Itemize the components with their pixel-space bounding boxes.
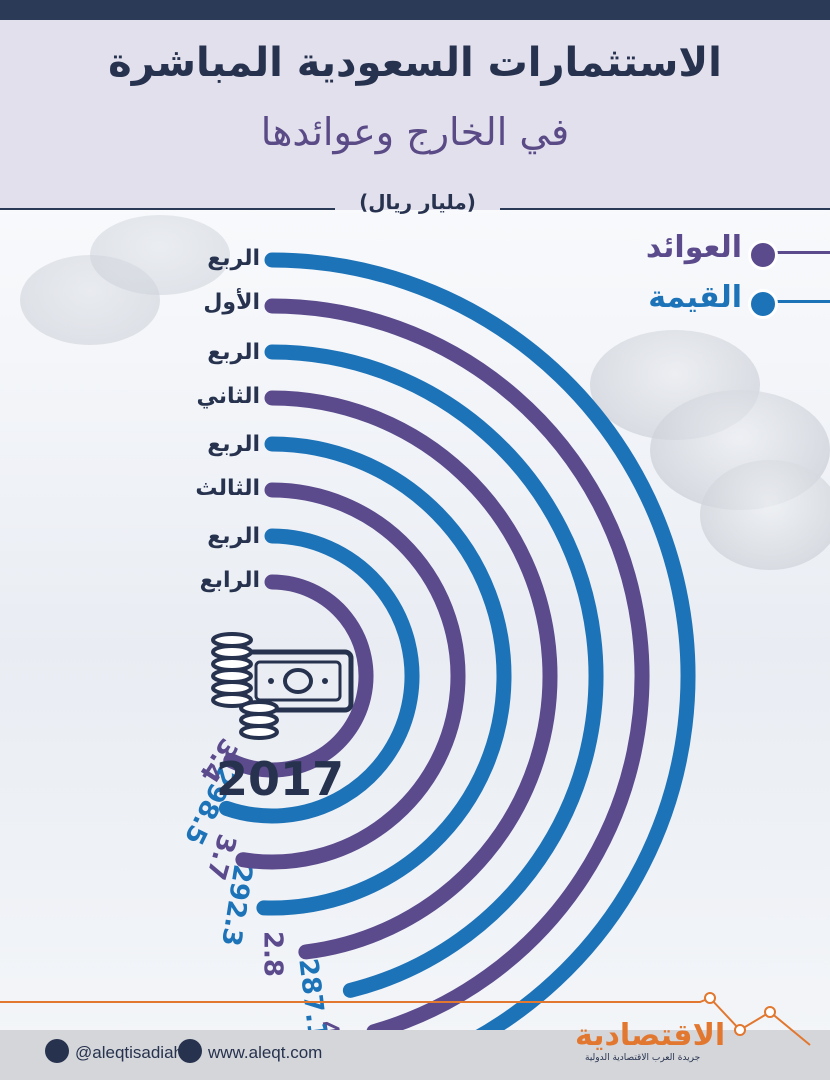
legend-returns-label: العوائد: [645, 230, 742, 265]
website-link[interactable]: www.aleqt.com: [208, 1043, 323, 1062]
arc-q2-returns: [264, 390, 558, 960]
arc-q3-value: [256, 436, 512, 916]
brand-tagline: جريدة العرب الاقتصادية الدولية: [585, 1053, 701, 1063]
arc-q4-value: [218, 528, 420, 824]
legend-returns-line: [760, 251, 830, 254]
money-icon: [211, 632, 354, 740]
quarter-label-q4-line2: الرابع: [199, 568, 260, 593]
twitter-handle[interactable]: @aleqtisadiah: [75, 1043, 183, 1062]
arc-q4-returns: [223, 574, 374, 778]
twitter-icon: [45, 1039, 69, 1063]
calculator-key-decoration: [90, 215, 230, 295]
unit-label: (مليار ريال): [359, 190, 476, 214]
quarter-label-q2-line2: الثاني: [196, 384, 260, 409]
legend-value-label: القيمة: [648, 280, 742, 315]
unit-divider-right: [500, 208, 830, 210]
coin-decoration: [700, 460, 830, 570]
arc-q2-value: [264, 344, 604, 998]
header-band: [0, 20, 830, 210]
top-bar: [0, 0, 830, 20]
quarter-label-q1-line1: الربع: [207, 246, 260, 271]
arc-q3-returns: [235, 482, 466, 870]
value-label-q2-returns: 2.8: [258, 931, 288, 977]
arc-q1-returns: [264, 298, 650, 1040]
legend-returns-dot: [748, 240, 778, 270]
globe-icon: [178, 1039, 202, 1063]
legend-value-line: [760, 300, 830, 303]
page-subtitle: في الخارج وعوائدها: [260, 110, 570, 154]
arc-q1-value: [264, 252, 696, 1064]
year-label: 2017: [215, 752, 345, 806]
brand-logo: الاقتصادية: [575, 1018, 726, 1053]
quarter-label-q3-line2: الثالث: [195, 476, 260, 501]
legend-value-dot: [748, 289, 778, 319]
quarter-label-q4-line1: الربع: [207, 524, 260, 549]
unit-divider-left: [0, 208, 335, 210]
page-title: الاستثمارات السعودية المباشرة: [108, 40, 722, 86]
quarter-label-q1-line2: الأول: [203, 290, 260, 315]
quarter-label-q3-line1: الربع: [207, 432, 260, 457]
quarter-label-q2-line1: الربع: [207, 340, 260, 365]
